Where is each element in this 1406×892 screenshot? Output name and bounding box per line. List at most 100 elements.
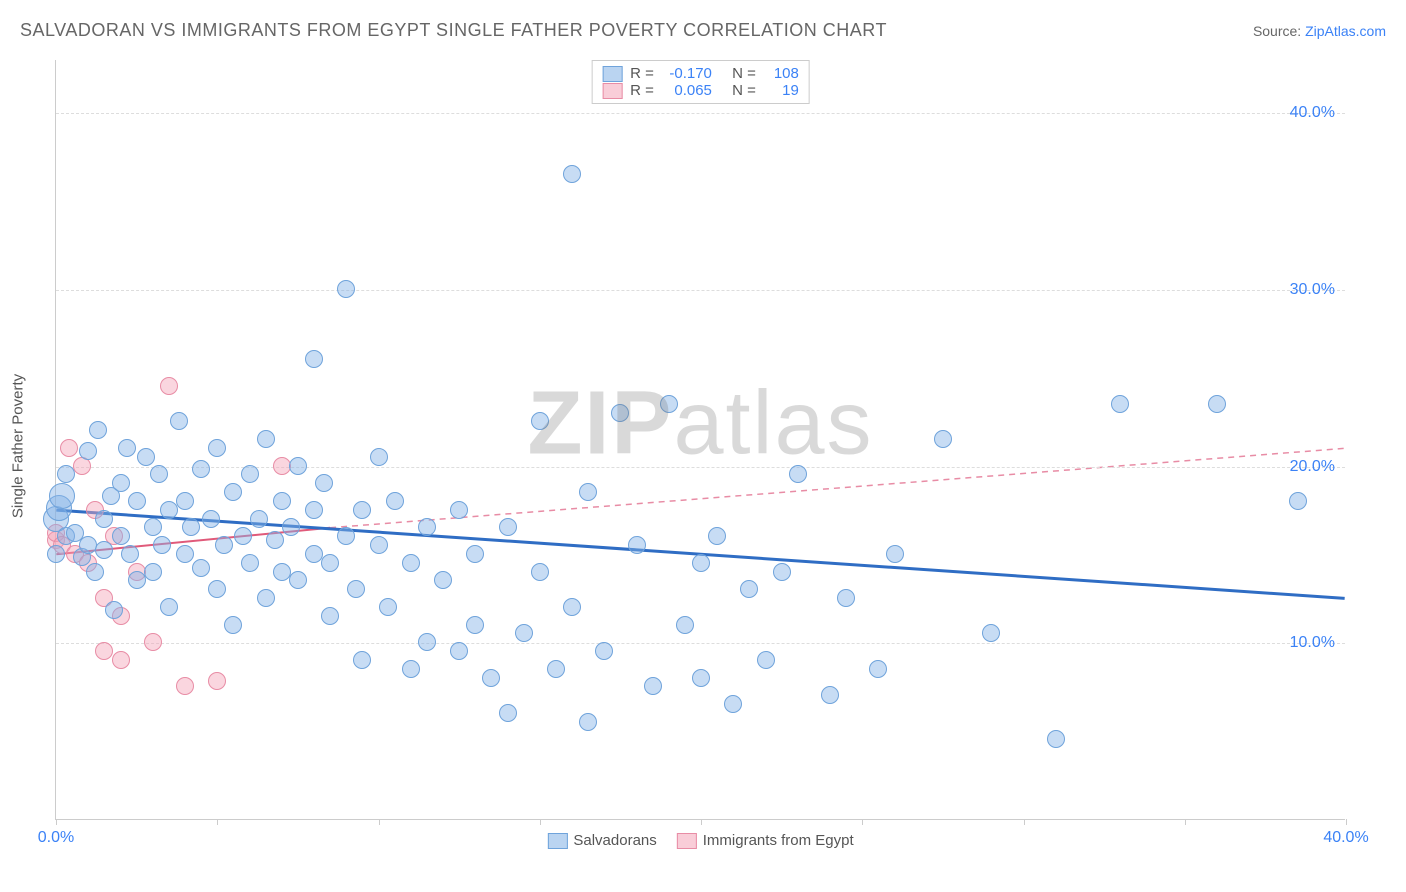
scatter-point-blue (418, 518, 436, 536)
scatter-point-blue (499, 518, 517, 536)
chart-header: SALVADORAN VS IMMIGRANTS FROM EGYPT SING… (20, 20, 1386, 41)
scatter-point-blue (305, 501, 323, 519)
scatter-point-blue (1047, 730, 1065, 748)
scatter-point-blue (224, 616, 242, 634)
scatter-point-blue (137, 448, 155, 466)
n-label: N = (732, 65, 756, 82)
scatter-point-blue (250, 510, 268, 528)
scatter-point-blue (547, 660, 565, 678)
scatter-point-blue (499, 704, 517, 722)
scatter-point-blue (144, 563, 162, 581)
source-label: Source: (1253, 23, 1301, 39)
scatter-point-blue (1111, 395, 1129, 413)
x-tick (379, 819, 380, 825)
scatter-point-blue (611, 404, 629, 422)
scatter-point-blue (241, 554, 259, 572)
scatter-point-blue (273, 492, 291, 510)
scatter-point-blue (660, 395, 678, 413)
r-label: R = (630, 65, 654, 82)
x-tick (217, 819, 218, 825)
scatter-point-blue (150, 465, 168, 483)
x-tick-label: 40.0% (1323, 829, 1368, 847)
n-value-blue: 108 (764, 65, 799, 82)
scatter-point-blue (821, 686, 839, 704)
scatter-point-blue (531, 563, 549, 581)
trend-line (330, 448, 1345, 527)
scatter-point-blue (57, 465, 75, 483)
scatter-point-pink (160, 377, 178, 395)
legend-row-pink: R = 0.065 N = 19 (602, 82, 799, 99)
x-tick (1185, 819, 1186, 825)
scatter-point-blue (676, 616, 694, 634)
y-axis-title: Single Father Poverty (10, 374, 27, 518)
scatter-point-pink (144, 633, 162, 651)
x-tick (1024, 819, 1025, 825)
x-tick (862, 819, 863, 825)
n-value-pink: 19 (764, 82, 799, 99)
r-label: R = (630, 82, 654, 99)
scatter-point-blue (79, 442, 97, 460)
r-value-blue: -0.170 (662, 65, 712, 82)
scatter-point-blue (337, 280, 355, 298)
scatter-point-blue (886, 545, 904, 563)
y-tick-label: 10.0% (1290, 634, 1335, 652)
legend-item-salvadorans: Salvadorans (547, 832, 656, 849)
scatter-point-blue (128, 571, 146, 589)
r-value-pink: 0.065 (662, 82, 712, 99)
scatter-point-blue (289, 457, 307, 475)
scatter-point-blue (347, 580, 365, 598)
scatter-point-blue (837, 589, 855, 607)
scatter-point-blue (170, 412, 188, 430)
scatter-point-blue (234, 527, 252, 545)
scatter-point-blue (321, 554, 339, 572)
scatter-point-blue (160, 501, 178, 519)
scatter-point-blue (386, 492, 404, 510)
scatter-point-blue (182, 518, 200, 536)
scatter-point-blue (121, 545, 139, 563)
scatter-point-blue (192, 559, 210, 577)
scatter-point-blue (628, 536, 646, 554)
scatter-plot-area: R = -0.170 N = 108 R = 0.065 N = 19 ZIPa… (55, 60, 1345, 820)
scatter-point-blue (724, 695, 742, 713)
scatter-point-blue (176, 492, 194, 510)
scatter-point-blue (353, 501, 371, 519)
scatter-point-blue (466, 545, 484, 563)
y-tick-label: 20.0% (1290, 458, 1335, 476)
scatter-point-blue (789, 465, 807, 483)
scatter-point-blue (418, 633, 436, 651)
x-tick (1346, 819, 1347, 825)
scatter-point-blue (86, 563, 104, 581)
scatter-point-blue (708, 527, 726, 545)
scatter-point-blue (595, 642, 613, 660)
trend-lines-svg (56, 60, 1345, 819)
legend-item-egypt: Immigrants from Egypt (677, 832, 854, 849)
scatter-point-blue (450, 642, 468, 660)
scatter-point-blue (466, 616, 484, 634)
scatter-point-blue (757, 651, 775, 669)
y-tick-label: 40.0% (1290, 104, 1335, 122)
scatter-point-blue (531, 412, 549, 430)
scatter-point-blue (450, 501, 468, 519)
scatter-point-blue (89, 421, 107, 439)
x-tick (56, 819, 57, 825)
scatter-point-blue (402, 660, 420, 678)
swatch-blue (547, 833, 567, 849)
chart-title: SALVADORAN VS IMMIGRANTS FROM EGYPT SING… (20, 20, 887, 41)
scatter-point-blue (128, 492, 146, 510)
gridline-h (56, 290, 1345, 291)
gridline-h (56, 113, 1345, 114)
scatter-point-blue (644, 677, 662, 695)
scatter-point-blue (153, 536, 171, 554)
swatch-pink (677, 833, 697, 849)
scatter-point-blue (257, 589, 275, 607)
source-credit: Source: ZipAtlas.com (1253, 23, 1386, 39)
scatter-point-blue (869, 660, 887, 678)
gridline-h (56, 643, 1345, 644)
scatter-point-blue (49, 483, 75, 509)
legend-label-pink: Immigrants from Egypt (703, 832, 854, 849)
scatter-point-blue (95, 541, 113, 559)
scatter-point-blue (934, 430, 952, 448)
scatter-point-blue (192, 460, 210, 478)
source-link[interactable]: ZipAtlas.com (1305, 23, 1386, 39)
x-tick (701, 819, 702, 825)
